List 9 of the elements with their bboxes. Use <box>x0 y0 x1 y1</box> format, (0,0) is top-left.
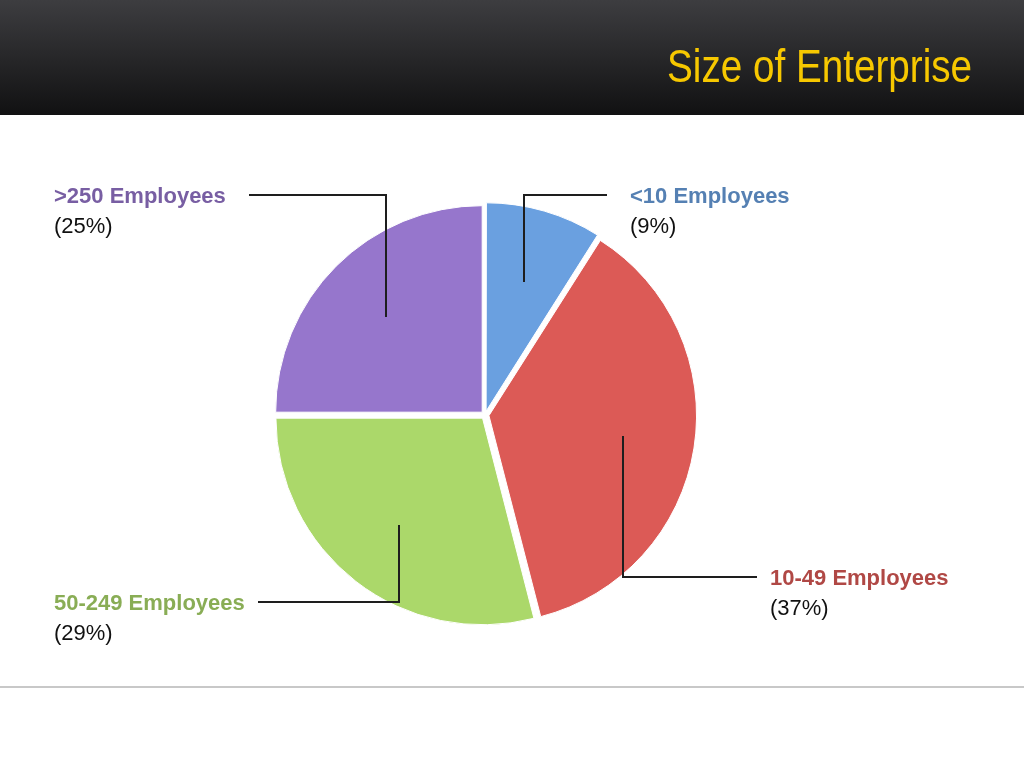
slice-label: 10-49 Employees <box>770 565 949 590</box>
data-label: (9%) <box>630 213 677 238</box>
data-label: (29%) <box>54 620 113 645</box>
slice-label: 50-249 Employees <box>54 590 245 615</box>
chart-title: Size of Enterprise <box>667 40 972 92</box>
data-label: (37%) <box>770 595 829 620</box>
slice-label: <10 Employees <box>630 183 790 208</box>
data-label: (25%) <box>54 213 113 238</box>
slice-label: >250 Employees <box>54 183 226 208</box>
